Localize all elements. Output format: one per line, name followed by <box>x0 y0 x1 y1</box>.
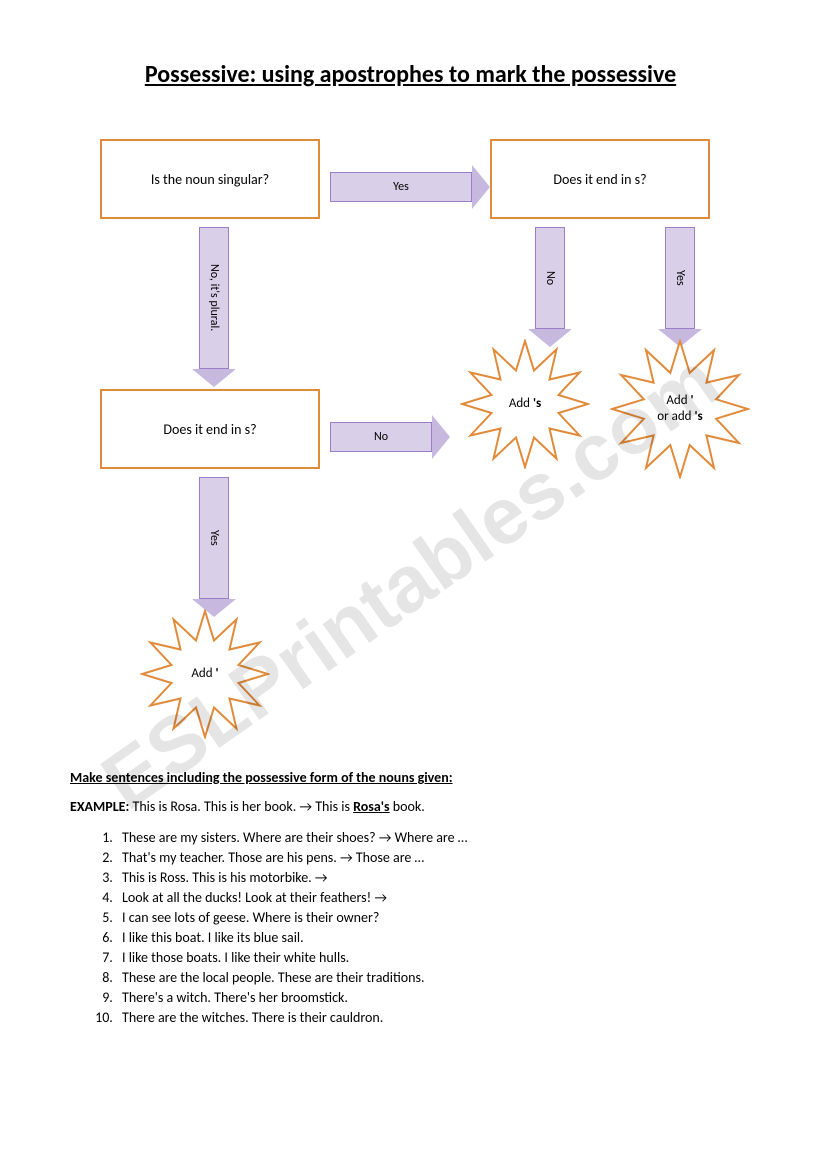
box-ends-s-singular: Does it end in s? <box>490 139 710 219</box>
star-add-apostrophe-label: Add ' <box>191 666 218 682</box>
arrow-yes-ends-s: Yes <box>658 227 702 347</box>
exercise-item: These are my sisters. Where are their sh… <box>116 829 751 846</box>
arrow-no-ends-s-label: No <box>535 227 565 329</box>
exercise-item: That's my teacher. Those are his pens. →… <box>116 849 751 866</box>
page-title: Possessive: using apostrophes to mark th… <box>70 60 751 89</box>
exercise-heading: Make sentences including the possessive … <box>70 769 751 786</box>
arrow-yes-plural-s-label: Yes <box>199 477 229 599</box>
exercise-item: I like this boat. I like its blue sail. <box>116 929 751 946</box>
flowchart: Is the noun singular? Does it end in s? Do… <box>70 129 751 749</box>
exercise-item: I like those boats. I like their white h… <box>116 949 751 966</box>
example-after: book. <box>390 798 425 815</box>
example-answer: Rosa's <box>353 798 390 815</box>
star-add-apostrophe: Add ' <box>140 609 270 739</box>
star-add-apostrophe-s: Add 's <box>460 339 590 469</box>
arrow-yes-singular-label: Yes <box>330 172 472 202</box>
arrow-yes-ends-s-label: Yes <box>665 227 695 329</box>
exercise-item: There's a witch. There's her broomstick. <box>116 989 751 1006</box>
example-line: EXAMPLE: This is Rosa. This is her book.… <box>70 798 751 815</box>
exercise-item: These are the local people. These are th… <box>116 969 751 986</box>
arrow-no-ends-s: No <box>528 227 572 347</box>
arrow-yes-plural-s: Yes <box>192 477 236 617</box>
arrow-no-plural-s-label: No <box>330 422 432 452</box>
arrow-yes-singular: Yes <box>330 165 490 209</box>
arrow-no-plural-s: No <box>330 415 450 459</box>
box-ends-s-plural: Does it end in s? <box>100 389 320 469</box>
exercise-item: There are the witches. There is their ca… <box>116 1009 751 1026</box>
exercise-list: These are my sisters. Where are their sh… <box>70 829 751 1026</box>
example-before: This is Rosa. This is her book. → This i… <box>129 798 353 815</box>
box-singular: Is the noun singular? <box>100 139 320 219</box>
star-add-either-label: Add 'or add 's <box>657 393 702 424</box>
arrow-no-plural-label: No, it's plural. <box>199 227 229 369</box>
star-add-either: Add 'or add 's <box>610 339 750 479</box>
example-label: EXAMPLE: <box>70 798 129 815</box>
star-add-apostrophe-s-label: Add 's <box>509 396 541 412</box>
exercise-item: Look at all the ducks! Look at their fea… <box>116 889 751 906</box>
exercise-item: I can see lots of geese. Where is their … <box>116 909 751 926</box>
exercise-item: This is Ross. This is his motorbike. → <box>116 869 751 886</box>
arrow-no-plural: No, it's plural. <box>192 227 236 387</box>
